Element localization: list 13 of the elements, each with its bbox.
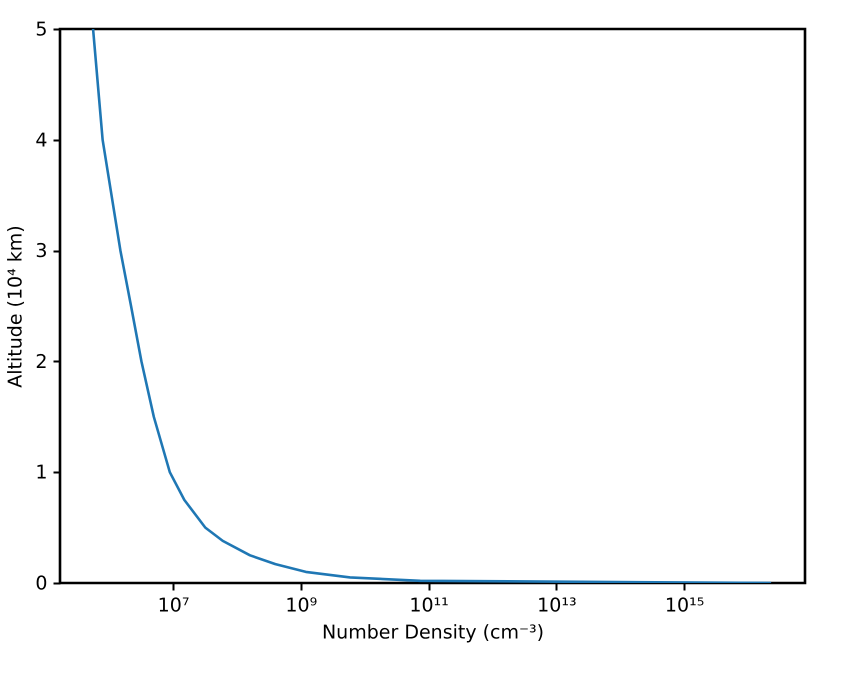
y-tick-label: 1 [35,462,48,484]
x-tick-label: 10¹⁵ [664,594,704,616]
x-tick-label: 10⁹ [285,594,318,616]
y-tick-label: 3 [35,240,48,262]
x-axis-title: Number Density (cm⁻³) [322,622,544,644]
y-tick-label: 2 [35,350,48,373]
y-tick-label: 4 [35,129,48,152]
x-tick-label: 10⁷ [158,594,190,616]
x-tick-label: 10¹¹ [409,594,449,616]
y-tick-label: 5 [35,18,48,40]
x-tick-label: 10¹³ [537,594,577,616]
y-axis-title: Altitude (10⁴ km) [4,225,26,388]
y-tick-label: 0 [35,572,48,594]
